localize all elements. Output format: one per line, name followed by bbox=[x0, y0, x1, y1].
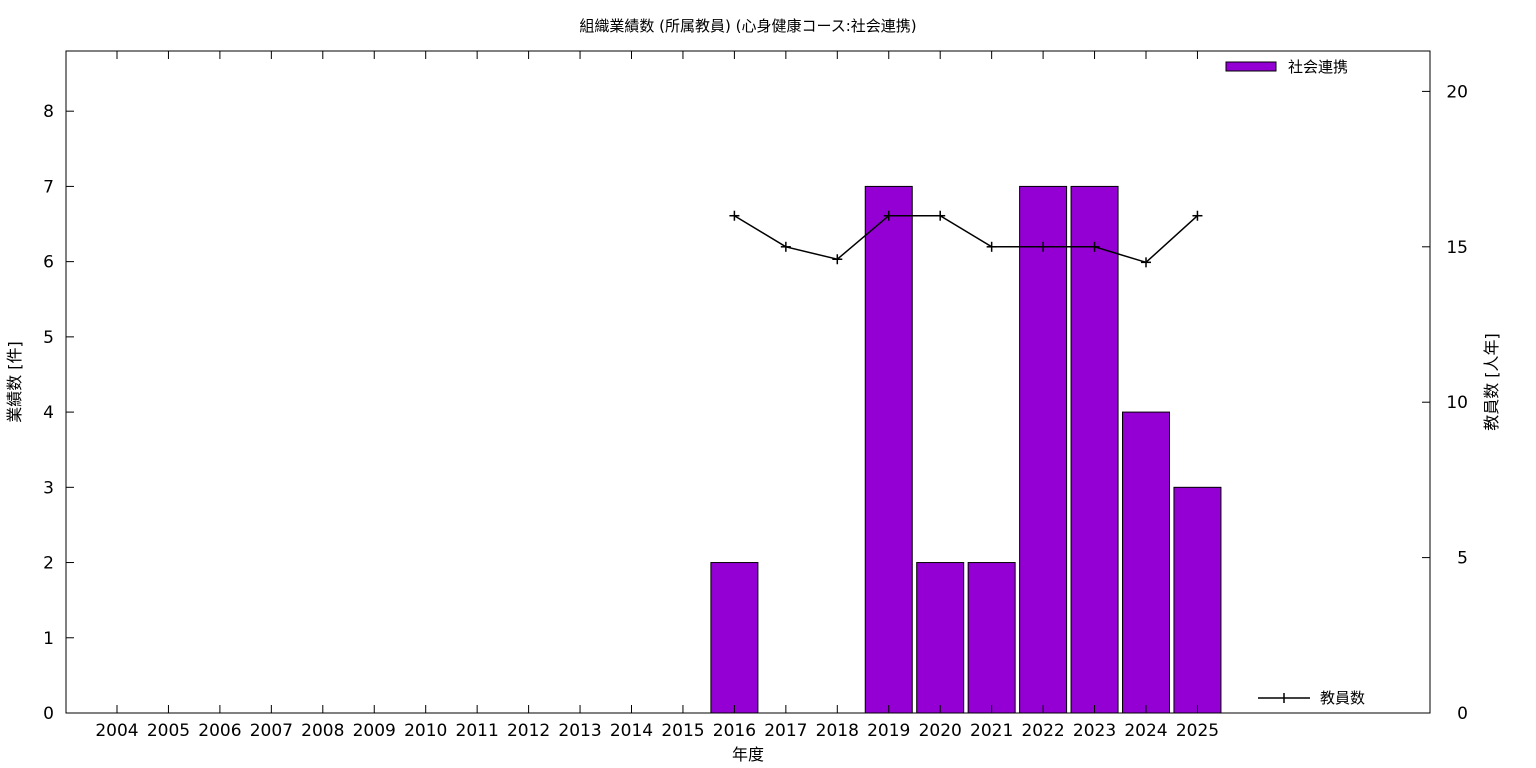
x-tick-label: 2024 bbox=[1124, 721, 1167, 741]
y2-tick-label: 20 bbox=[1446, 82, 1468, 102]
legend-bar-swatch bbox=[1225, 61, 1277, 72]
y-tick-label: 0 bbox=[43, 704, 54, 724]
y-tick-label: 4 bbox=[43, 403, 54, 423]
x-tick-label: 2011 bbox=[456, 721, 499, 741]
x-tick-label: 2004 bbox=[95, 721, 138, 741]
bar bbox=[967, 562, 1016, 714]
x-tick-label: 2025 bbox=[1176, 721, 1219, 741]
bars bbox=[710, 185, 1222, 714]
bar bbox=[916, 562, 965, 714]
x-tick-label: 2020 bbox=[919, 721, 962, 741]
y-tick-label: 3 bbox=[43, 478, 54, 498]
line-point bbox=[986, 241, 997, 252]
legend-line-label: 教員数 bbox=[1320, 689, 1365, 707]
x-tick-label: 2022 bbox=[1021, 721, 1064, 741]
line-point bbox=[1192, 210, 1203, 221]
x-tick-label: 2013 bbox=[558, 721, 601, 741]
y-tick-label: 8 bbox=[43, 102, 54, 122]
line-point bbox=[1141, 257, 1151, 268]
x-tick-label: 2023 bbox=[1073, 721, 1116, 741]
line-point bbox=[1038, 241, 1049, 252]
chart-title: 組織業績数 (所属教員) (心身健康コース:社会連携) bbox=[579, 17, 916, 35]
axes: 0 1 2 3 4 5 6 7 8 0 5 10 15 20 2004 2005 2006 2007 2008 200… bbox=[43, 51, 1468, 741]
x-tick-label: 2010 bbox=[404, 721, 447, 741]
x-tick-label: 2008 bbox=[301, 721, 344, 741]
y-tick-label: 2 bbox=[43, 554, 54, 574]
y2-tick-label: 15 bbox=[1446, 238, 1468, 258]
line-point bbox=[883, 210, 894, 221]
bar bbox=[1019, 185, 1068, 714]
x-tick-label: 2009 bbox=[353, 721, 396, 741]
x-tick-label: 2017 bbox=[764, 721, 807, 741]
legend-bar-entry: 社会連携 bbox=[1225, 58, 1348, 76]
x-tick-label: 2019 bbox=[867, 721, 910, 741]
legend-line-entry: 教員数 bbox=[1258, 689, 1365, 707]
x-tick-label: 2014 bbox=[610, 721, 653, 741]
line-path bbox=[734, 214, 1198, 264]
x-tick-label: 2018 bbox=[816, 721, 859, 741]
y-axis-title: 業績数 [件] bbox=[5, 341, 24, 423]
y-tick-label: 6 bbox=[43, 253, 54, 273]
bar bbox=[864, 185, 913, 714]
y2-tick-label: 10 bbox=[1446, 393, 1468, 413]
line-point bbox=[780, 241, 791, 252]
bar bbox=[1070, 185, 1119, 714]
x-axis-title: 年度 bbox=[732, 745, 764, 764]
y2-axis-title: 教員数 [人年] bbox=[1482, 333, 1501, 431]
x-tick-label: 2012 bbox=[507, 721, 550, 741]
y2-tick-label: 5 bbox=[1457, 549, 1468, 569]
line-point bbox=[1089, 241, 1100, 252]
y-tick-label: 5 bbox=[43, 328, 54, 348]
x-tick-label: 2006 bbox=[198, 721, 241, 741]
bar bbox=[1173, 486, 1222, 714]
y2-tick-label: 0 bbox=[1457, 704, 1468, 724]
line-point bbox=[832, 254, 843, 265]
y-tick-label: 1 bbox=[43, 629, 54, 649]
y-tick-label: 7 bbox=[43, 177, 54, 197]
bar bbox=[1122, 411, 1170, 714]
line-series bbox=[729, 210, 1203, 268]
x-tick-label: 2005 bbox=[147, 721, 190, 741]
line-point bbox=[935, 210, 946, 221]
x-tick-label: 2007 bbox=[250, 721, 293, 741]
x-tick-label: 2015 bbox=[661, 721, 704, 741]
legend-bar-label: 社会連携 bbox=[1288, 58, 1348, 76]
x-tick-label: 2016 bbox=[713, 721, 756, 741]
line-point bbox=[729, 210, 740, 221]
bar bbox=[710, 562, 759, 714]
x-tick-label: 2021 bbox=[970, 721, 1013, 741]
